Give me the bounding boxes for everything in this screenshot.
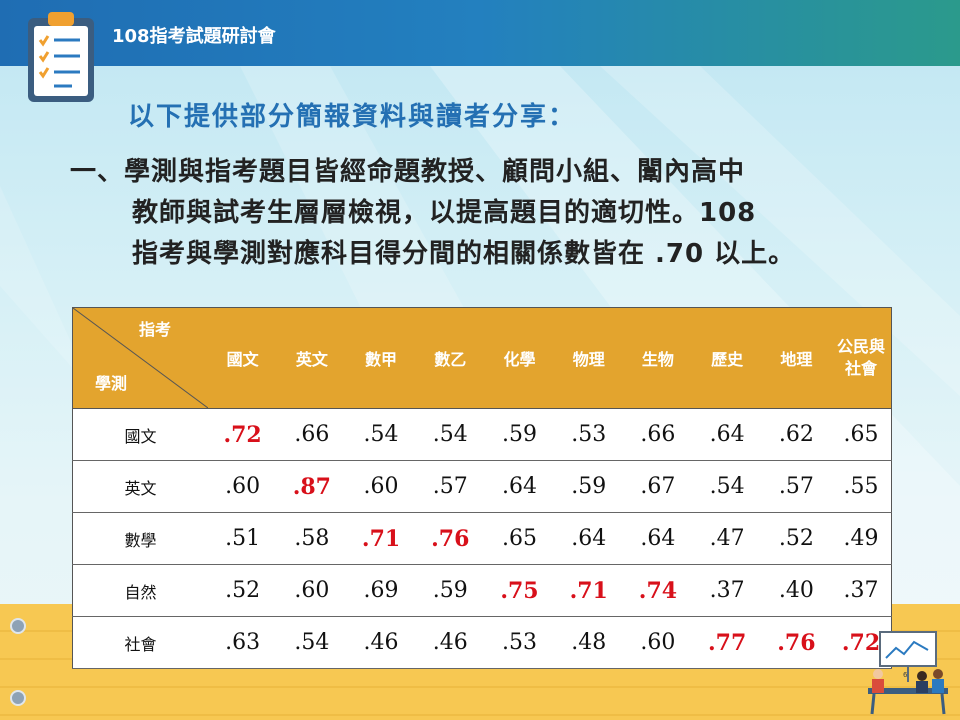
header-title: 108指考試題研討會 xyxy=(112,26,276,47)
correlation-cell: .75 xyxy=(484,564,555,617)
clipboard-icon xyxy=(28,12,94,102)
column-header: 生物 xyxy=(623,307,693,409)
presentation-illustration xyxy=(868,631,948,715)
peg-icon xyxy=(10,690,26,706)
column-header: 物理 xyxy=(554,307,624,409)
correlation-cell: .54 xyxy=(692,460,762,513)
correlation-cell: .59 xyxy=(415,564,485,617)
correlation-cell: .64 xyxy=(623,512,693,565)
row-label: 英文 xyxy=(72,460,208,513)
correlation-cell: .40 xyxy=(761,564,831,617)
correlation-cell: .37 xyxy=(831,564,892,617)
correlation-cell: .53 xyxy=(484,616,555,669)
correlation-cell: .69 xyxy=(346,564,416,617)
correlation-cell: .54 xyxy=(346,408,416,461)
column-header: 公民與社會 xyxy=(831,307,892,409)
table-header-row: 指考 學測 國文 英文 數甲 數乙 化學 物理 生物 歷史 地理 公民與社會 xyxy=(72,307,892,409)
page-number: 6 xyxy=(903,671,908,679)
correlation-cell: .72 xyxy=(208,408,278,461)
paragraph-line-1: 一、學測與指考題目皆經命題教授、顧問小組、闈內高中 xyxy=(70,157,746,187)
table-row: 英文 .60.87.60.57.64.59.67.54.57.55 xyxy=(72,460,892,513)
correlation-cell: .66 xyxy=(277,408,347,461)
correlation-cell: .52 xyxy=(208,564,278,617)
corner-label-bottom: 學測 xyxy=(95,374,128,393)
correlation-cell: .57 xyxy=(761,460,831,513)
correlation-cell: .76 xyxy=(761,616,831,669)
row-label: 數學 xyxy=(72,512,208,565)
column-header: 歷史 xyxy=(692,307,762,409)
correlation-cell: .74 xyxy=(623,564,693,617)
correlation-cell: .47 xyxy=(692,512,762,565)
table-corner-cell: 指考 學測 xyxy=(72,307,208,409)
diagonal-line xyxy=(73,308,208,408)
table-row: 社會 .63.54.46.46.53.48.60.77.76.72 xyxy=(72,616,892,669)
subtitle: 以下提供部分簡報資料與讀者分享： xyxy=(128,102,577,132)
peg-icon xyxy=(10,618,26,634)
column-header: 數乙 xyxy=(415,307,485,409)
correlation-cell: .59 xyxy=(484,408,555,461)
correlation-cell: .54 xyxy=(277,616,347,669)
correlation-cell: .57 xyxy=(415,460,485,513)
correlation-cell: .60 xyxy=(346,460,416,513)
correlation-cell: .37 xyxy=(692,564,762,617)
row-label: 自然 xyxy=(72,564,208,617)
paragraph-line-2: 教師與試考生層層檢視，以提高題目的適切性。108 xyxy=(132,198,757,228)
correlation-cell: .67 xyxy=(623,460,693,513)
correlation-cell: .71 xyxy=(346,512,416,565)
column-header: 地理 xyxy=(761,307,831,409)
column-header: 英文 xyxy=(277,307,347,409)
correlation-cell: .77 xyxy=(692,616,762,669)
paragraph-line-3: 指考與學測對應科目得分間的相關係數皆在 .70 以上。 xyxy=(132,239,796,269)
correlation-cell: .52 xyxy=(761,512,831,565)
header-banner: 108指考試題研討會 xyxy=(0,0,960,102)
main-paragraph: 一、學測與指考題目皆經命題教授、顧問小組、闈內高中 教師與試考生層層檢視，以提高… xyxy=(70,152,900,275)
correlation-cell: .76 xyxy=(415,512,485,565)
table-row: 自然 .52.60.69.59.75.71.74.37.40.37 xyxy=(72,564,892,617)
correlation-cell: .58 xyxy=(277,512,347,565)
row-label: 國文 xyxy=(72,408,208,461)
correlation-cell: .46 xyxy=(346,616,416,669)
correlation-cell: .66 xyxy=(623,408,693,461)
correlation-cell: .55 xyxy=(831,460,892,513)
correlation-cell: .49 xyxy=(831,512,892,565)
table-row: 數學 .51.58.71.76.65.64.64.47.52.49 xyxy=(72,512,892,565)
correlation-cell: .51 xyxy=(208,512,278,565)
correlation-cell: .48 xyxy=(554,616,624,669)
correlation-cell: .63 xyxy=(208,616,278,669)
correlation-cell: .60 xyxy=(623,616,693,669)
correlation-cell: .64 xyxy=(692,408,762,461)
correlation-cell: .87 xyxy=(277,460,347,513)
correlation-cell: .62 xyxy=(761,408,831,461)
correlation-cell: .71 xyxy=(554,564,624,617)
correlation-cell: .65 xyxy=(484,512,555,565)
correlation-cell: .64 xyxy=(484,460,555,513)
table-row: 國文 .72.66.54.54.59.53.66.64.62.65 xyxy=(72,408,892,461)
correlation-cell: .65 xyxy=(831,408,892,461)
correlation-table: 指考 學測 國文 英文 數甲 數乙 化學 物理 生物 歷史 地理 公民與社會 國… xyxy=(72,307,892,669)
row-label: 社會 xyxy=(72,616,208,669)
correlation-cell: .46 xyxy=(415,616,485,669)
correlation-cell: .53 xyxy=(554,408,624,461)
column-header: 化學 xyxy=(484,307,555,409)
correlation-cell: .60 xyxy=(208,460,278,513)
correlation-cell: .54 xyxy=(415,408,485,461)
column-header: 數甲 xyxy=(346,307,416,409)
correlation-cell: .59 xyxy=(554,460,624,513)
column-header: 國文 xyxy=(208,307,278,409)
correlation-cell: .64 xyxy=(554,512,624,565)
correlation-cell: .60 xyxy=(277,564,347,617)
corner-label-top: 指考 xyxy=(139,320,172,339)
